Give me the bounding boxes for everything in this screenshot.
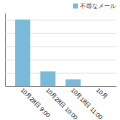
legend: 不尋なメール — [73, 2, 116, 10]
bars — [15, 20, 81, 86]
bar — [15, 20, 30, 86]
plot: 10月28日 9:0010月28日 10:0010月18日 11:0010月 — [5, 14, 117, 120]
x-tick-label: 10月 — [95, 87, 108, 100]
y-axis-line — [5, 14, 6, 87]
legend-label: 不尋なメール — [80, 2, 116, 10]
bar — [40, 71, 55, 86]
chart: 10月28日 9:0010月28日 10:0010月18日 11:0010月 不尋… — [0, 0, 120, 120]
bar — [91, 86, 106, 87]
legend-item: 不尋なメール — [73, 2, 116, 10]
y-axis — [5, 14, 116, 87]
legend-swatch — [73, 4, 78, 9]
x-tick: 10月 — [95, 86, 108, 100]
x-axis: 10月28日 9:0010月28日 10:0010月18日 11:0010月 — [6, 86, 117, 120]
bar — [66, 79, 81, 86]
